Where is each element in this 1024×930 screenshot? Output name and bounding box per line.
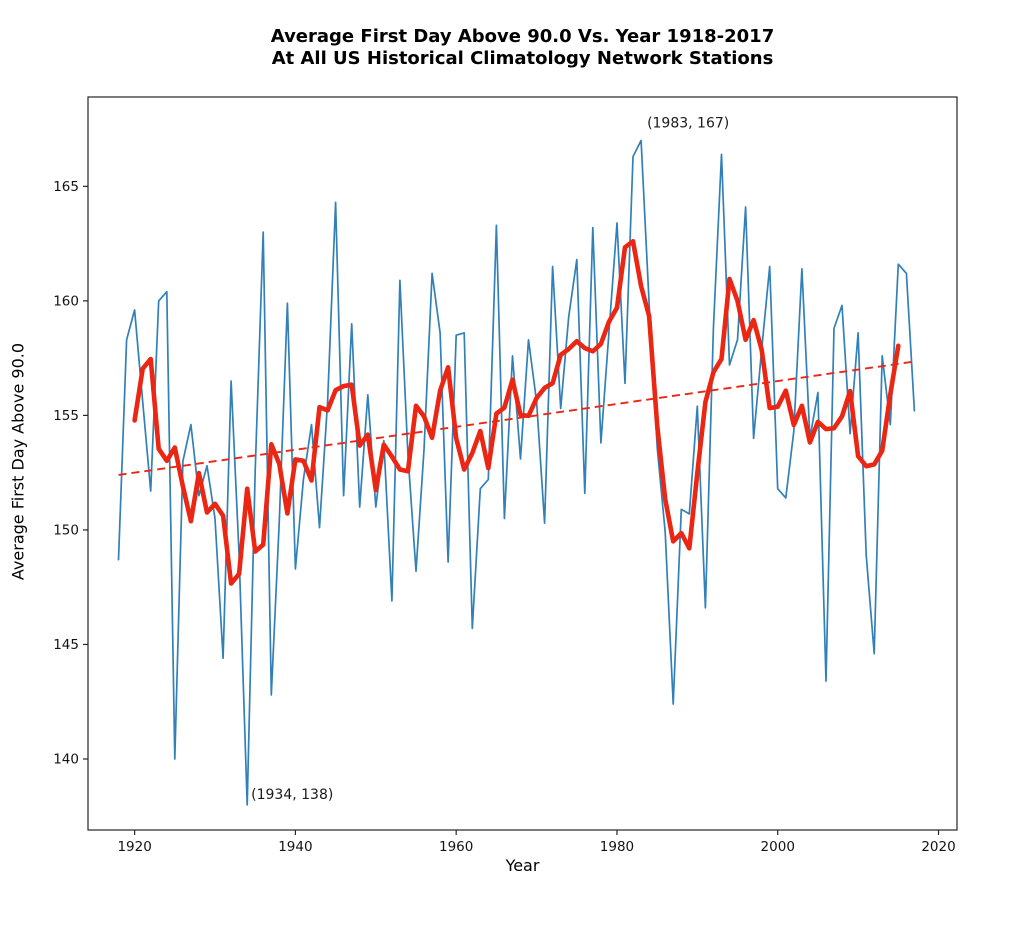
chart-title-line1: Average First Day Above 90.0 Vs. Year 19… [270, 26, 775, 47]
y-tick-label: 140 [53, 751, 79, 767]
x-tick-label: 1920 [117, 839, 151, 855]
y-tick-label: 160 [53, 293, 79, 309]
plot-border [87, 96, 958, 831]
annual-series-line [117, 139, 916, 806]
x-tick-label: 1940 [278, 839, 312, 855]
smoothed-series-line [132, 239, 901, 586]
y-tick-label: 155 [53, 408, 79, 424]
x-tick-label: 2020 [921, 839, 955, 855]
chart-title: Average First Day Above 90.0 Vs. Year 19… [88, 26, 957, 70]
y-tick-label: 165 [53, 179, 79, 195]
y-tick-label: 145 [53, 637, 79, 653]
chart-title-line2: At All US Historical Climatology Network… [271, 48, 774, 69]
y-axis-title: Average First Day Above 90.0 [8, 342, 28, 581]
trend-line [118, 360, 915, 476]
x-tick-label: 1960 [439, 839, 473, 855]
x-tick-label: 2000 [761, 839, 795, 855]
x-tick-label: 1980 [600, 839, 634, 855]
x-axis-title: Year [505, 856, 540, 875]
y-tick-label: 150 [53, 522, 79, 538]
annotation-max-point: (1983, 167) [647, 116, 729, 132]
annotation-min-point: (1934, 138) [251, 787, 333, 803]
